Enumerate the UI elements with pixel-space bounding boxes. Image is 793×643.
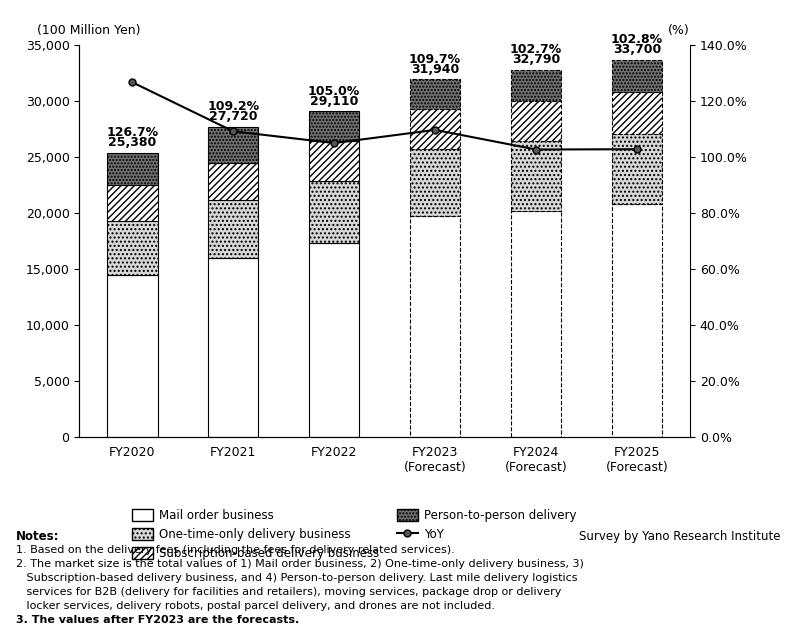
Bar	[410, 217, 460, 437]
Bar	[309, 111, 359, 141]
Text: (100 Million Yen): (100 Million Yen)	[36, 24, 140, 37]
Bar	[410, 149, 460, 217]
Text: 3. The values after FY2023 are the forecasts.: 3. The values after FY2023 are the forec…	[16, 615, 299, 626]
Bar	[410, 109, 460, 149]
Bar	[107, 153, 158, 185]
Text: services for B2B (delivery for facilities and retailers), moving services, packa: services for B2B (delivery for facilitie…	[16, 587, 561, 597]
Text: 102.8%: 102.8%	[611, 33, 663, 46]
Bar	[511, 211, 561, 437]
Text: Notes:: Notes:	[16, 530, 59, 543]
Text: 109.2%: 109.2%	[207, 100, 259, 113]
Text: 126.7%: 126.7%	[106, 127, 159, 140]
Text: Subscription-based delivery business, and 4) Person-to-person delivery. Last mil: Subscription-based delivery business, an…	[16, 573, 577, 583]
Text: Survey by Yano Research Institute: Survey by Yano Research Institute	[579, 530, 780, 543]
Text: (%): (%)	[668, 24, 690, 37]
Bar	[410, 79, 460, 109]
Text: 27,720: 27,720	[209, 110, 258, 123]
Bar	[511, 101, 561, 141]
Bar	[208, 258, 259, 437]
Bar	[107, 185, 158, 221]
Bar	[107, 221, 158, 275]
Bar	[611, 134, 662, 204]
Legend: Mail order business, One-time-only delivery business, Subscription-based deliver: Mail order business, One-time-only deliv…	[127, 504, 581, 565]
Bar	[309, 181, 359, 243]
Bar	[309, 243, 359, 437]
Bar	[511, 141, 561, 211]
Bar	[208, 163, 259, 200]
Bar	[611, 60, 662, 92]
Text: 31,940: 31,940	[411, 63, 459, 76]
Text: 102.7%: 102.7%	[510, 43, 562, 57]
Text: 33,700: 33,700	[613, 43, 661, 56]
Bar	[511, 70, 561, 101]
Bar	[611, 204, 662, 437]
Text: 25,380: 25,380	[108, 136, 156, 149]
Text: 29,110: 29,110	[310, 95, 358, 107]
Text: 109.7%: 109.7%	[409, 53, 462, 66]
Bar	[208, 127, 259, 163]
Text: locker services, delivery robots, postal parcel delivery, and drones are not inc: locker services, delivery robots, postal…	[16, 601, 495, 611]
Bar	[309, 141, 359, 181]
Text: 2. The market size is the total values of 1) Mail order business, 2) One-time-on: 2. The market size is the total values o…	[16, 559, 584, 569]
Text: 105.0%: 105.0%	[308, 85, 360, 98]
Text: 1. Based on the delivery fees (including the fees for delivery related services): 1. Based on the delivery fees (including…	[16, 545, 454, 555]
Text: 32,790: 32,790	[511, 53, 560, 66]
Bar	[611, 92, 662, 134]
Bar	[208, 200, 259, 258]
Bar	[107, 275, 158, 437]
